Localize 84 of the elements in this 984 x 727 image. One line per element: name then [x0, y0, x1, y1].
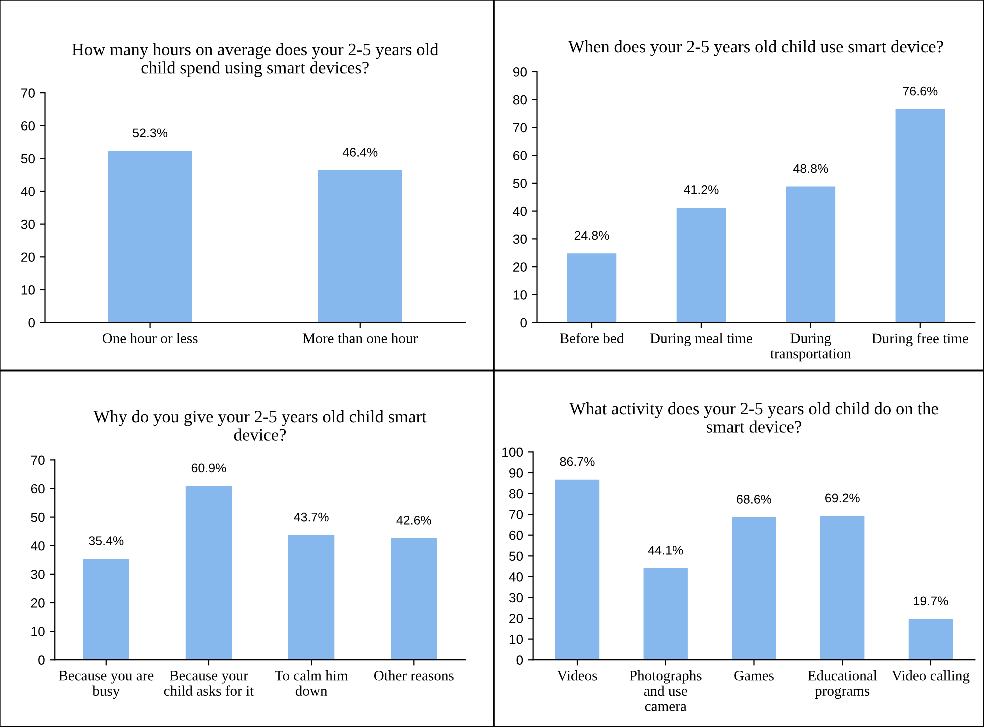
x-tick-label: To calm him down — [275, 670, 348, 696]
y-tick-label: 70 — [510, 510, 524, 520]
data-label: 24.8% — [574, 231, 610, 240]
x-tick-label: Photographs and use camera — [630, 670, 702, 712]
y-tick-label: 0 — [520, 318, 528, 328]
data-label: 19.7% — [914, 596, 948, 606]
y-tick-label: 30 — [21, 220, 36, 230]
data-label: 44.1% — [648, 546, 684, 555]
bar — [896, 109, 946, 323]
y-tick-label: 50 — [21, 154, 36, 164]
x-tick-label: Before bed — [560, 333, 624, 344]
x-tick-label: Educational programs — [808, 670, 878, 700]
y-tick-label: 40 — [509, 572, 524, 582]
x-tick-label: Because your child asks for it — [164, 671, 254, 696]
y-tick-label: 20 — [22, 252, 36, 262]
chart-title: How many hours on average does your 2-5 years old child spend using smart devices? — [72, 43, 439, 78]
data-label: 86.7% — [560, 457, 595, 466]
y-tick-label: 40 — [31, 541, 45, 551]
data-label: 35.4% — [89, 536, 124, 546]
data-label: 48.8% — [794, 164, 828, 174]
data-label: 52.3% — [133, 128, 168, 138]
bar — [555, 480, 600, 660]
data-label: 68.6% — [737, 495, 772, 504]
chart-title: Why do you give your 2-5 years old child smart device? — [94, 410, 427, 441]
y-tick-label: 60 — [510, 530, 524, 540]
bar — [732, 517, 776, 660]
bar — [288, 535, 335, 660]
y-tick-label: 20 — [31, 598, 45, 608]
chart-title: What activity does your 2-5 years old child do on the smart device? — [570, 402, 938, 433]
bar — [644, 568, 688, 660]
y-tick-label: 0 — [28, 318, 36, 328]
y-tick-label: 50 — [509, 552, 524, 562]
bar — [786, 186, 836, 323]
data-label: 41.2% — [684, 186, 719, 194]
y-tick-label: 70 — [22, 88, 36, 98]
x-tick-label: During transportation — [770, 334, 852, 362]
y-tick-label: 30 — [509, 593, 524, 603]
bar — [676, 208, 726, 323]
y-tick-label: 40 — [21, 187, 36, 196]
y-tick-label: 10 — [32, 627, 45, 636]
x-tick-label: Games — [734, 670, 774, 681]
y-tick-label: 100 — [502, 448, 524, 458]
x-tick-label: Video calling — [892, 670, 970, 684]
chart-title: When does your 2-5 years old child use smart device? — [568, 40, 944, 56]
y-tick-label: 10 — [510, 634, 524, 644]
data-label: 46.4% — [342, 148, 378, 157]
data-label: 43.7% — [294, 512, 329, 522]
y-tick-label: 90 — [513, 68, 528, 77]
x-tick-label: One hour or less — [102, 333, 198, 344]
bar — [567, 254, 617, 323]
y-tick-label: 50 — [513, 179, 528, 188]
x-tick-label: Because you are busy — [59, 671, 154, 700]
data-label: 76.6% — [903, 86, 938, 96]
y-tick-label: 20 — [510, 614, 524, 624]
y-tick-label: 50 — [31, 512, 45, 522]
y-tick-label: 60 — [31, 484, 45, 494]
bar — [391, 538, 438, 660]
y-tick-label: 0 — [516, 656, 524, 666]
x-tick-label: More than one hour — [303, 333, 418, 344]
y-tick-label: 90 — [510, 468, 524, 478]
y-tick-label: 70 — [31, 456, 45, 466]
y-tick-label: 80 — [510, 489, 524, 499]
bar — [908, 619, 954, 660]
x-tick-label: During free time — [872, 333, 968, 347]
y-tick-label: 80 — [513, 95, 528, 105]
bar — [820, 516, 865, 660]
x-tick-label: Videos — [557, 670, 598, 681]
y-tick-label: 70 — [514, 123, 528, 133]
y-tick-label: 30 — [31, 570, 45, 580]
y-tick-label: 0 — [38, 656, 45, 666]
y-tick-label: 10 — [22, 286, 36, 295]
y-tick-label: 20 — [514, 262, 528, 272]
y-tick-label: 30 — [513, 234, 528, 244]
y-tick-label: 60 — [22, 121, 36, 131]
bar — [186, 486, 232, 660]
data-label: 42.6% — [396, 516, 432, 525]
data-label: 60.9% — [192, 464, 226, 473]
x-tick-label: Other reasons — [374, 670, 454, 681]
data-label: 69.2% — [826, 494, 860, 503]
bar — [83, 559, 130, 660]
x-tick-label: During meal time — [650, 333, 752, 346]
y-tick-label: 10 — [514, 290, 528, 300]
y-tick-label: 60 — [514, 151, 528, 160]
y-tick-label: 40 — [513, 206, 528, 216]
